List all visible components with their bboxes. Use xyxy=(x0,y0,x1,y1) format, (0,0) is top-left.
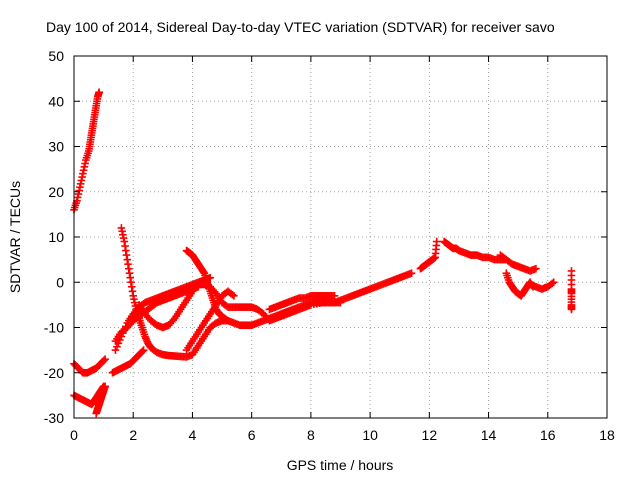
y-tick-label: 10 xyxy=(48,229,64,245)
x-tick-label: 8 xyxy=(307,427,315,443)
series-arc-j-main-trend xyxy=(247,269,416,330)
y-tick-label: 30 xyxy=(48,139,64,155)
series-arc-l-late-cluster xyxy=(440,237,511,264)
x-tick-label: 4 xyxy=(189,427,197,443)
axis-ticks: 0 2 4 6 8 10 12 14 16 18 -30 -20 -10 0 10 20 30 40 50 xyxy=(44,48,615,443)
data-marks xyxy=(70,88,576,418)
series-arc-e-bottom-left xyxy=(108,346,148,377)
series-arc-a-steep-rise xyxy=(70,88,103,214)
data-point xyxy=(139,346,148,354)
x-tick-label: 2 xyxy=(129,427,137,443)
x-tick-label: 16 xyxy=(540,427,556,443)
y-tick-label: 50 xyxy=(48,48,64,64)
grid xyxy=(74,56,607,418)
series-arc-n-upper-14-15 xyxy=(496,251,540,275)
y-tick-label: -10 xyxy=(44,320,64,336)
data-point xyxy=(549,278,558,287)
data-point xyxy=(532,264,540,273)
data-point xyxy=(230,292,238,300)
chart-title: Day 100 of 2014, Sidereal Day-to-day VTE… xyxy=(46,19,555,35)
series-arc-o-near-16 xyxy=(526,278,558,293)
data-point xyxy=(101,382,109,391)
y-axis-title: SDTVAR / TECUs xyxy=(7,181,23,293)
series-arc-d-descending xyxy=(117,224,232,361)
series-arc-i-mid-climb xyxy=(182,287,238,354)
x-axis-title: GPS time / hours xyxy=(287,457,394,473)
x-tick-label: 14 xyxy=(481,427,497,443)
data-point xyxy=(95,88,103,96)
data-point xyxy=(407,269,416,278)
y-tick-label: 40 xyxy=(48,93,64,109)
x-tick-label: 0 xyxy=(70,427,78,443)
x-tick-label: 10 xyxy=(362,427,378,443)
x-tick-label: 18 xyxy=(599,427,615,443)
series-arc-p-end xyxy=(567,267,576,314)
y-tick-label: -30 xyxy=(44,410,64,426)
data-point xyxy=(567,305,576,314)
series-arc-k-around-12 xyxy=(416,237,441,273)
x-tick-label: 12 xyxy=(422,427,438,443)
data-point xyxy=(100,356,108,365)
series-arc-f-rise-lower xyxy=(111,282,203,345)
y-tick-label: -20 xyxy=(44,365,64,381)
x-tick-label: 6 xyxy=(248,427,256,443)
plot-frame xyxy=(73,55,608,419)
series-arc-j-upper-band xyxy=(265,292,339,314)
data-point xyxy=(330,292,339,300)
series-arc-b-low-start xyxy=(70,355,109,377)
data-point xyxy=(138,347,147,356)
data-point xyxy=(101,355,109,363)
series-arc-c-bottom-rise xyxy=(92,382,109,418)
data-point xyxy=(432,237,441,246)
y-tick-label: 0 xyxy=(56,274,64,290)
y-tick-label: 20 xyxy=(48,184,64,200)
